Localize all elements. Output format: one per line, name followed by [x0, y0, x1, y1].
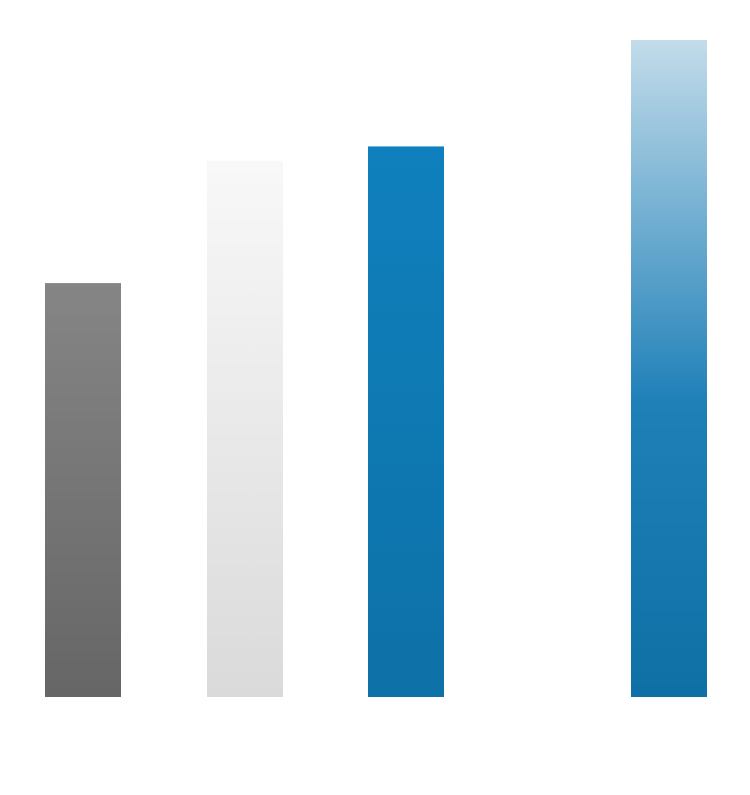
bars-group: [45, 40, 707, 697]
bar-2: [207, 160, 283, 697]
bar-3: [368, 146, 444, 697]
bar-1: [45, 283, 121, 697]
bar-4: [631, 40, 707, 697]
